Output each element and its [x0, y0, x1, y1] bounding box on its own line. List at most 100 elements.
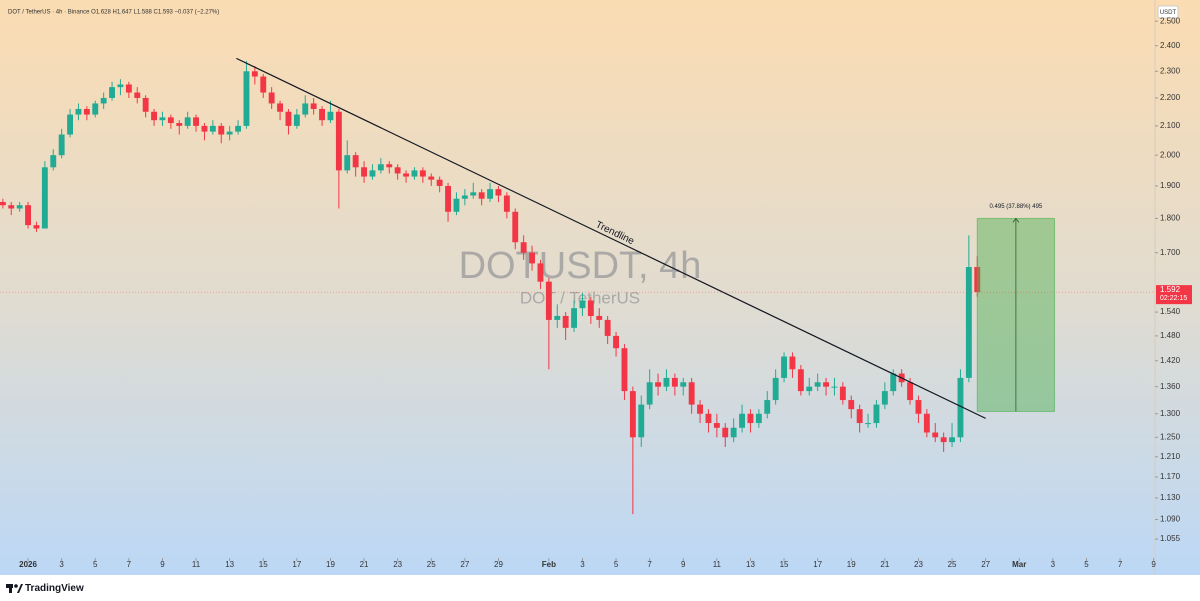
candle-body — [932, 432, 939, 438]
candle-body — [730, 427, 737, 438]
candles — [0, 60, 981, 515]
candle-body — [100, 97, 107, 104]
candle-body — [193, 117, 199, 126]
x-tick-label: 9 — [1151, 560, 1156, 569]
candle-body — [671, 377, 678, 387]
watermark: DOTUSDT, 4h — [459, 245, 702, 287]
candle-body — [873, 404, 880, 424]
candle-body — [655, 382, 661, 387]
logo-mark — [14, 584, 18, 588]
x-tick-label: 23 — [393, 560, 402, 569]
candle-body — [839, 386, 846, 401]
x-tick-label: 3 — [1051, 560, 1056, 569]
x-tick-label: 15 — [259, 560, 268, 569]
x-tick-label: 11 — [192, 560, 201, 569]
candle-body — [579, 300, 586, 309]
x-tick-label: 21 — [880, 560, 889, 569]
tradingview-logo — [6, 584, 23, 593]
candle-body — [545, 281, 552, 320]
x-tick-label: 27 — [981, 560, 990, 569]
candle-body — [478, 192, 485, 199]
candle-body — [277, 103, 283, 112]
y-tick-label: 1.130 — [1160, 493, 1181, 502]
candle-body — [125, 84, 132, 93]
candle-body — [394, 167, 401, 174]
candle-body — [915, 400, 922, 414]
x-tick-label: 5 — [1084, 560, 1089, 569]
candle-body — [319, 108, 325, 121]
candle-body — [67, 114, 73, 135]
currency-box — [1157, 5, 1179, 19]
candle-body — [8, 205, 15, 209]
x-tick-label: 19 — [847, 560, 856, 569]
candle-body — [159, 117, 166, 121]
candle-body — [529, 252, 535, 264]
candle-body — [755, 413, 762, 424]
x-tick-label: Mar — [1012, 560, 1026, 569]
candle-body — [50, 155, 57, 168]
candle-body — [25, 205, 31, 226]
candle-body — [176, 123, 183, 126]
candle-body — [629, 391, 636, 438]
candle-body — [302, 103, 309, 115]
candle-body — [411, 170, 418, 177]
y-tick-label: 2.000 — [1160, 150, 1181, 159]
candle-body — [109, 87, 115, 98]
x-tick-label: Feb — [542, 560, 556, 569]
candle-body — [571, 308, 577, 328]
candle-body — [335, 111, 342, 171]
candle-body — [436, 179, 443, 186]
candle-body — [260, 76, 267, 93]
candle-body — [940, 437, 947, 443]
y-tick-label: 1.170 — [1160, 472, 1181, 481]
x-tick-label: 5 — [93, 560, 98, 569]
candle-body — [33, 225, 40, 229]
candle-body — [814, 382, 821, 387]
x-tick-label: 17 — [292, 560, 301, 569]
countdown: 02:22:15 — [1160, 295, 1187, 302]
candle-body — [117, 84, 124, 88]
x-tick-label: 29 — [494, 560, 503, 569]
candle-body — [621, 348, 628, 392]
x-tick-label: 25 — [427, 560, 436, 569]
footer-bar — [0, 575, 1200, 601]
candle-body — [865, 423, 871, 425]
candle-body — [134, 92, 141, 98]
candle-body — [428, 176, 435, 180]
candle-body — [923, 413, 930, 433]
candle-body — [201, 125, 208, 132]
candle-body — [965, 267, 972, 378]
x-tick-label: 5 — [614, 560, 619, 569]
candle-body — [747, 413, 754, 424]
candle-body — [344, 155, 351, 171]
candle-body — [268, 92, 275, 104]
candle-body — [907, 382, 913, 401]
x-tick-label: 25 — [948, 560, 957, 569]
candle-body — [772, 377, 779, 401]
candle-body — [587, 300, 594, 316]
candle-body — [184, 117, 191, 126]
candle-body — [403, 173, 409, 177]
y-tick-label: 1.540 — [1160, 307, 1181, 316]
candle-body — [0, 201, 6, 206]
y-tick-label: 2.100 — [1160, 121, 1181, 130]
candle-body — [293, 114, 300, 126]
candle-body — [697, 404, 703, 414]
candle-body — [142, 97, 149, 112]
x-tick-label: 17 — [813, 560, 822, 569]
x-tick-label: 2026 — [19, 560, 37, 569]
candle-body — [680, 382, 687, 387]
candle-body — [327, 111, 334, 121]
candle-body — [520, 242, 527, 253]
candle-body — [369, 170, 376, 177]
price-range-arrowhead — [1012, 217, 1020, 223]
candle-body — [16, 205, 23, 209]
header: DOT / TetherUS · 4h · Binance O1.628 H1.… — [8, 10, 219, 16]
candle-body — [251, 71, 258, 77]
candle-body — [613, 335, 619, 349]
candle-body — [461, 195, 468, 199]
candle-body — [75, 108, 82, 115]
candle-body — [781, 356, 787, 378]
